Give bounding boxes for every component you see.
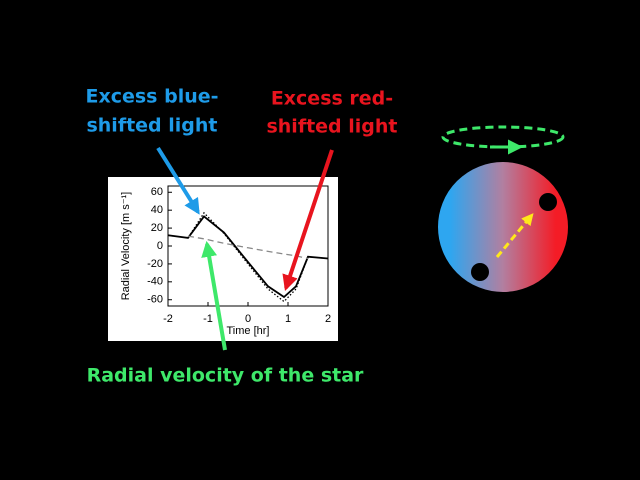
- series-line: [167, 211, 329, 303]
- series-line: [187, 235, 309, 260]
- x-tick-label: 1: [285, 313, 291, 325]
- annotation: shifted light: [266, 116, 397, 138]
- x-tick-label: 2: [325, 313, 331, 325]
- x-axis-label: Time [hr]: [227, 325, 270, 337]
- arrow: [201, 240, 227, 351]
- arrow: [156, 146, 200, 215]
- annotation: shifted light: [86, 115, 217, 137]
- y-tick-label: -40: [147, 276, 163, 288]
- y-tick-label: 0: [157, 240, 163, 252]
- y-tick-label: -60: [147, 294, 163, 306]
- x-tick-label: -2: [163, 313, 173, 325]
- y-tick-label: -20: [147, 258, 163, 270]
- planet: [539, 193, 557, 211]
- annotation: Excess red-: [271, 88, 393, 110]
- annotation: Radial velocity of the star: [87, 365, 364, 387]
- annotation: Excess blue-: [85, 86, 218, 108]
- x-tick-label: -1: [203, 313, 213, 325]
- orbit: [441, 125, 565, 149]
- y-axis-label: Radial Velocity [m s⁻¹]: [120, 192, 132, 301]
- y-tick-label: 40: [151, 204, 163, 216]
- planet-path: [495, 213, 534, 258]
- y-tick-label: 20: [151, 222, 163, 234]
- y-tick-label: 60: [151, 186, 163, 198]
- planet: [471, 263, 489, 281]
- arrow: [282, 149, 334, 292]
- x-tick-label: 0: [245, 313, 251, 325]
- star: [436, 160, 570, 294]
- chart-panel: [108, 177, 338, 341]
- series-line: [167, 215, 329, 299]
